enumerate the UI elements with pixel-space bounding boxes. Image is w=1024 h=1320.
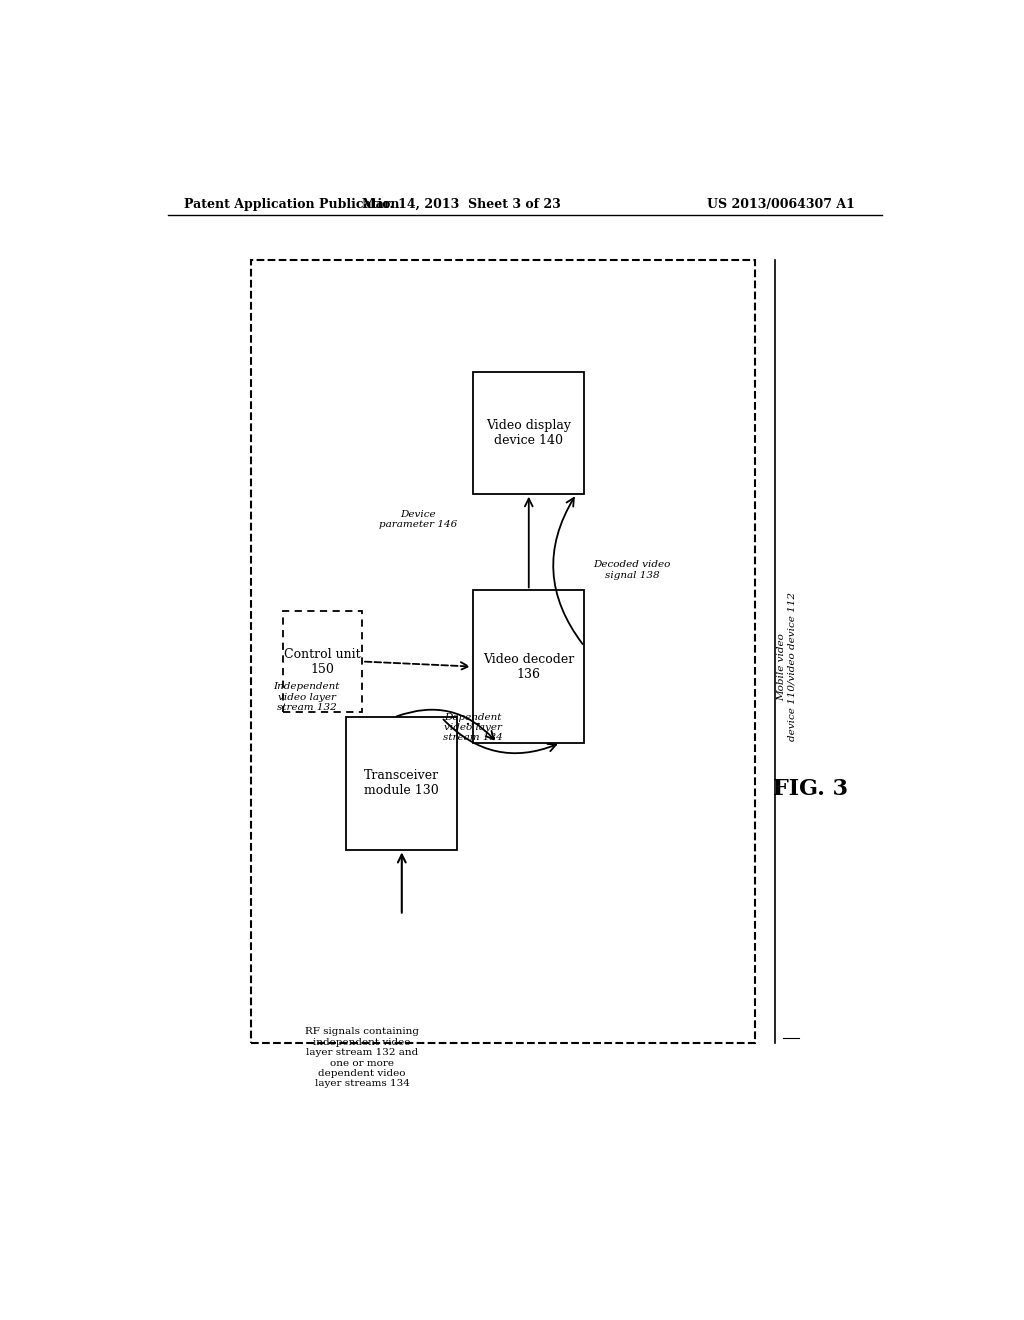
Text: Independent
video layer
stream 132: Independent video layer stream 132 — [273, 682, 340, 711]
Bar — [283, 611, 362, 713]
Text: RF signals containing
independent video
layer stream 132 and
one or more
depende: RF signals containing independent video … — [305, 1027, 419, 1089]
Bar — [473, 372, 585, 494]
Text: Decoded video
signal 138: Decoded video signal 138 — [593, 561, 671, 579]
Text: Control unit
150: Control unit 150 — [284, 648, 360, 676]
Bar — [473, 590, 585, 743]
Text: US 2013/0064307 A1: US 2013/0064307 A1 — [708, 198, 855, 211]
Text: FIG. 3: FIG. 3 — [773, 777, 848, 800]
Bar — [346, 718, 458, 850]
Text: Patent Application Publication: Patent Application Publication — [183, 198, 399, 211]
Text: ...: ... — [465, 711, 482, 729]
Text: Dependent
video layer
stream 134: Dependent video layer stream 134 — [443, 713, 503, 742]
Text: Device
parameter 146: Device parameter 146 — [379, 510, 457, 529]
Bar — [251, 260, 755, 1043]
Text: Mar. 14, 2013  Sheet 3 of 23: Mar. 14, 2013 Sheet 3 of 23 — [361, 198, 561, 211]
Text: Transceiver
module 130: Transceiver module 130 — [365, 770, 439, 797]
Text: Video display
device 140: Video display device 140 — [486, 418, 571, 447]
Text: Mobile video
device 110/video device 112: Mobile video device 110/video device 112 — [777, 593, 797, 741]
Text: Video decoder
136: Video decoder 136 — [483, 652, 574, 681]
